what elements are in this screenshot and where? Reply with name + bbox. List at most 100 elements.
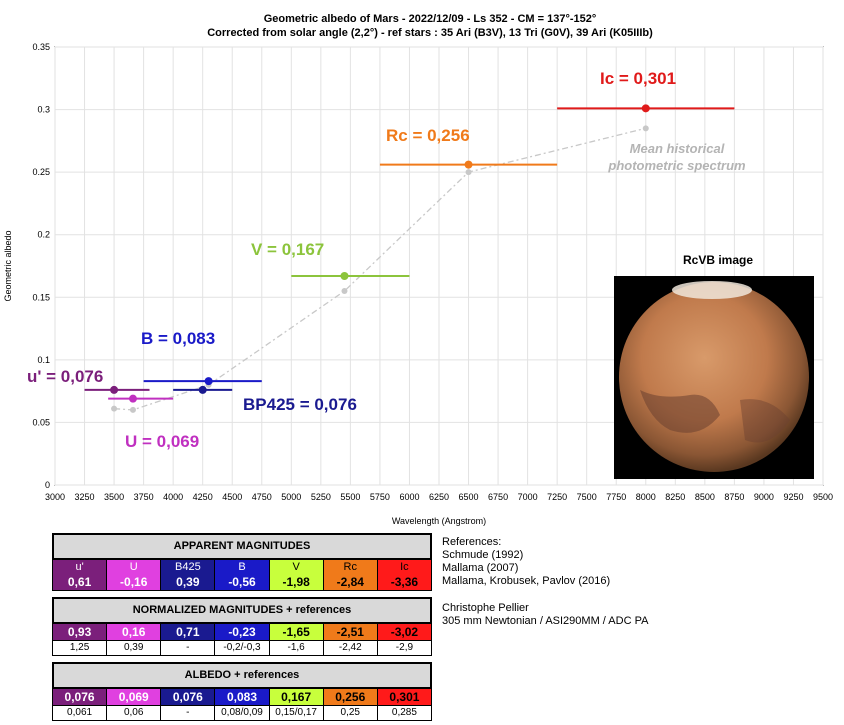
normalized-cell: 0,93 xyxy=(53,624,108,640)
label-B: B = 0,083 xyxy=(141,329,215,348)
mars-dark-region-2 xyxy=(740,399,790,443)
x-tick-label: 3000 xyxy=(45,492,65,502)
apparent-title: APPARENT MAGNITUDES xyxy=(52,533,432,560)
albedo-cell: 0,167 xyxy=(269,689,324,705)
point-Ic xyxy=(641,104,650,113)
label-V: V = 0,167 xyxy=(251,240,324,259)
image-panel-title: RcVB image xyxy=(683,253,753,267)
point-B xyxy=(204,377,213,386)
y-tick-label: 0.05 xyxy=(32,417,50,427)
x-tick-label: 6500 xyxy=(459,492,479,502)
y-tick-label: 0 xyxy=(45,480,50,490)
mars-polar-cap xyxy=(672,281,752,299)
albedo-row: 0,076 0,069 0,076 0,083 0,167 0,256 0,301 xyxy=(52,689,432,705)
x-tick-label: 8250 xyxy=(665,492,685,502)
albedo-title: ALBEDO + references xyxy=(52,662,432,689)
x-tick-label: 8000 xyxy=(636,492,656,502)
label-Ic: Ic = 0,301 xyxy=(600,69,676,88)
point-u' xyxy=(110,385,119,394)
albedo-ref-cell: 0,06 xyxy=(107,705,162,721)
y-tick-label: 0.1 xyxy=(37,355,50,365)
normalized-ref-cell: -2,9 xyxy=(377,640,431,656)
author: Christophe Pellier xyxy=(442,602,529,614)
filter-header-cell: V xyxy=(269,560,324,574)
normalized-title: NORMALIZED MAGNITUDES + references xyxy=(52,597,432,624)
albedo-ref-row: 0,061 0,06-0,08/0,09 0,15/0,17 0,25 0,285 xyxy=(52,705,432,721)
x-tick-label: 5000 xyxy=(281,492,301,502)
mars-dark-region xyxy=(640,390,720,433)
label-Rc: Rc = 0,256 xyxy=(386,126,470,145)
albedo-ref-cell: - xyxy=(161,705,216,721)
albedo-cell: 0,083 xyxy=(215,689,270,705)
albedo-cell: 0,301 xyxy=(377,689,431,705)
y-axis-label: Geometric albedo xyxy=(3,230,13,301)
x-tick-label: 6750 xyxy=(488,492,508,502)
normalized-cell: 0,71 xyxy=(161,624,216,640)
normalized-ref-cell: -2,42 xyxy=(323,640,378,656)
normalized-ref-cell: -1,6 xyxy=(269,640,324,656)
normalized-cell: 0,16 xyxy=(107,624,162,640)
historical-point xyxy=(341,288,348,295)
x-tick-label: 3750 xyxy=(134,492,154,502)
x-axis-label: Wavelength (Angstrom) xyxy=(392,516,486,526)
filter-header-cell: U xyxy=(107,560,162,574)
filter-header-cell: Ic xyxy=(377,560,431,574)
magnitude-table: APPARENT MAGNITUDES u' U B425 B V Rc Ic 0,61 -0… xyxy=(52,533,432,721)
point-U xyxy=(128,394,137,403)
normalized-cell: -3,02 xyxy=(377,624,431,640)
filter-header-cell: u' xyxy=(53,560,108,574)
x-tick-label: 3250 xyxy=(75,492,95,502)
historical-note-line1: Mean historical xyxy=(630,141,725,156)
albedo-cell: 0,076 xyxy=(161,689,216,705)
normalized-ref-cell: 1,25 xyxy=(53,640,108,656)
x-tick-label: 4750 xyxy=(252,492,272,502)
grid xyxy=(54,46,824,486)
y-tick-label: 0.35 xyxy=(32,42,50,52)
measured-points xyxy=(110,104,650,403)
x-tick-label: 7750 xyxy=(606,492,626,502)
reference-3: Mallama, Krobusek, Pavlov (2016) xyxy=(442,575,611,587)
normalized-ref-cell: -0,2/-0,3 xyxy=(215,640,270,656)
x-tick-label: 4000 xyxy=(163,492,183,502)
point-Rc xyxy=(464,160,473,169)
x-tick-label: 5250 xyxy=(311,492,331,502)
apparent-cell: 0,61 xyxy=(53,574,108,590)
x-tick-label: 7250 xyxy=(547,492,567,502)
x-tick-labels: 3000 3250 3500 3750 4000 4250 4500 4750 5000 5250… xyxy=(45,492,833,502)
albedo-cell: 0,069 xyxy=(107,689,162,705)
x-tick-label: 5500 xyxy=(340,492,360,502)
point-BP425 xyxy=(198,385,207,394)
y-tick-labels: 0 0.05 0.1 0.15 0.2 0.25 0.3 0.35 xyxy=(32,42,50,490)
albedo-ref-cell: 0,061 xyxy=(53,705,108,721)
albedo-ref-cell: 0,25 xyxy=(323,705,378,721)
apparent-cell: -2,84 xyxy=(323,574,378,590)
filter-header-row: u' U B425 B V Rc Ic xyxy=(52,560,432,574)
x-tick-label: 7000 xyxy=(518,492,538,502)
filter-header-cell: B425 xyxy=(161,560,216,574)
historical-point xyxy=(642,125,649,132)
chart-subtitle: Corrected from solar angle (2,2°) - ref … xyxy=(207,27,653,39)
mars-disk xyxy=(619,282,809,472)
reference-2: Mallama (2007) xyxy=(442,562,519,574)
label-u': u' = 0,076 xyxy=(27,367,103,386)
normalized-cell: -1,65 xyxy=(269,624,324,640)
equipment: 305 mm Newtonian / ASI290MM / ADC PA xyxy=(442,615,649,627)
apparent-cell: -3,36 xyxy=(377,574,431,590)
filter-header-cell: B xyxy=(215,560,270,574)
x-tick-label: 9000 xyxy=(754,492,774,502)
normalized-ref-row: 1,25 0,39- -0,2/-0,3 -1,6 -2,42 -2,9 xyxy=(52,640,432,656)
y-tick-label: 0.25 xyxy=(32,167,50,177)
x-tick-label: 6000 xyxy=(399,492,419,502)
apparent-row: 0,61 -0,16 0,39 -0,56 -1,98 -2,84 -3,36 xyxy=(52,574,432,591)
label-U: U = 0,069 xyxy=(125,432,199,451)
notes-panel: References: Schmude (1992) Mallama (2007… xyxy=(442,536,648,628)
point-V xyxy=(340,272,349,281)
x-tick-label: 8500 xyxy=(695,492,715,502)
chart-title: Geometric albedo of Mars - 2022/12/09 - … xyxy=(264,13,597,25)
x-tick-label: 9250 xyxy=(783,492,803,502)
albedo-ref-cell: 0,15/0,17 xyxy=(269,705,324,721)
albedo-ref-cell: 0,08/0,09 xyxy=(215,705,270,721)
historical-point xyxy=(111,405,118,412)
y-tick-label: 0.15 xyxy=(32,292,50,302)
albedo-cell: 0,076 xyxy=(53,689,108,705)
